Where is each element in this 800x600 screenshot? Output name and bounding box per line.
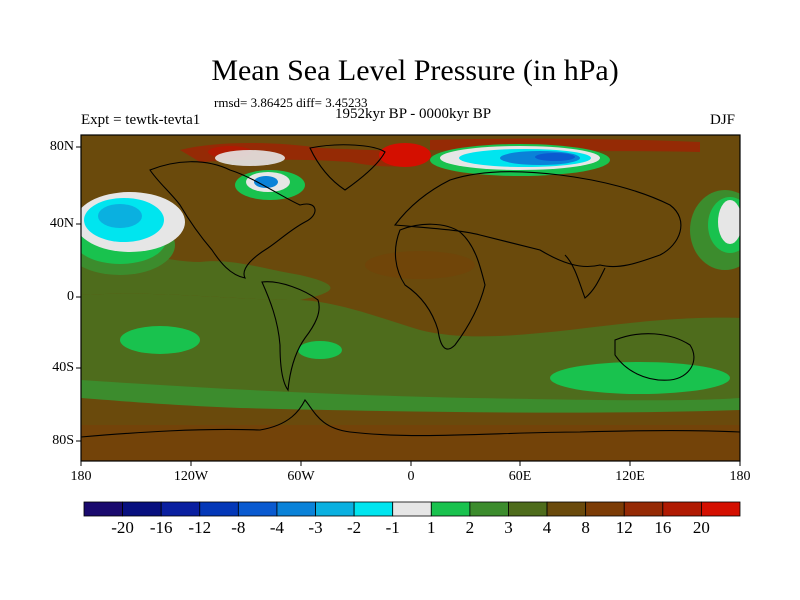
legend-label: 2: [465, 518, 475, 537]
legend-label: -8: [231, 518, 246, 537]
legend-swatch: [508, 501, 548, 517]
legend-swatch: [623, 501, 664, 517]
legend-label: -1: [385, 518, 400, 537]
rmsd-diff-stats: rmsd= 3.86425 diff= 3.45233: [214, 95, 368, 110]
time-range-subtitle: 1952kyr BP - 0000kyr BP: [334, 106, 492, 122]
legend-swatch: [83, 501, 123, 517]
legend-swatch: [546, 501, 587, 517]
legend-swatch: [122, 501, 162, 517]
lat-tick-40n: 40N: [49, 216, 74, 231]
lat-tick-0: 0: [67, 289, 74, 304]
map-field: [81, 135, 740, 461]
lat-tick-40s: 40S: [52, 360, 74, 375]
lon-tick-0: 0: [407, 469, 415, 484]
legend-swatch: [585, 501, 625, 517]
legend-swatch: [237, 501, 278, 517]
axis-ticks: [76, 146, 741, 466]
legend-swatch: [199, 501, 239, 517]
legend-swatch: [701, 501, 741, 517]
legend-label: 12: [615, 518, 633, 537]
legend-swatch: [469, 501, 509, 517]
legend-label: -3: [308, 518, 323, 537]
lon-tick-180w: 180: [70, 469, 92, 484]
legend-label: -12: [188, 518, 212, 537]
season-label: DJF: [710, 112, 736, 128]
legend-swatch: [392, 501, 432, 517]
legend-label: -4: [269, 518, 285, 537]
legend-label: -20: [111, 518, 134, 537]
legend-label: -2: [347, 518, 362, 537]
legend-swatch: [315, 501, 355, 517]
legend-label: 4: [542, 518, 552, 537]
southern-dark-green: [81, 380, 740, 413]
lon-tick-60e: 60E: [508, 469, 532, 484]
legend-swatch: [276, 501, 316, 517]
map-title: Mean Sea Level Pressure (in hPa): [211, 54, 619, 87]
lon-tick-120w: 120W: [173, 469, 209, 484]
south-atlantic-patch: [298, 341, 342, 359]
legend-swatch: [160, 501, 201, 517]
coastlines: [81, 144, 740, 438]
legend-swatch: [353, 501, 394, 517]
south-indian-patch: [550, 362, 730, 394]
legend-label: 1: [427, 518, 436, 537]
legend-swatch: [430, 501, 471, 517]
legend-label: 8: [581, 518, 590, 537]
lon-tick-180e: 180: [729, 469, 751, 484]
experiment-label: Expt = tewtk-tevta1: [81, 112, 201, 128]
lon-tick-120e: 120E: [615, 469, 645, 484]
lon-tick-60w: 60W: [287, 469, 315, 484]
legend-label: 3: [504, 518, 513, 537]
south-pacific-patch: [120, 326, 200, 354]
legend-label: 20: [692, 518, 710, 537]
legend-swatch: [662, 501, 702, 517]
lat-tick-80n: 80N: [49, 139, 74, 154]
legend-label: 16: [654, 518, 672, 537]
legend-label: -16: [149, 518, 173, 537]
lat-tick-80s: 80S: [52, 433, 74, 448]
